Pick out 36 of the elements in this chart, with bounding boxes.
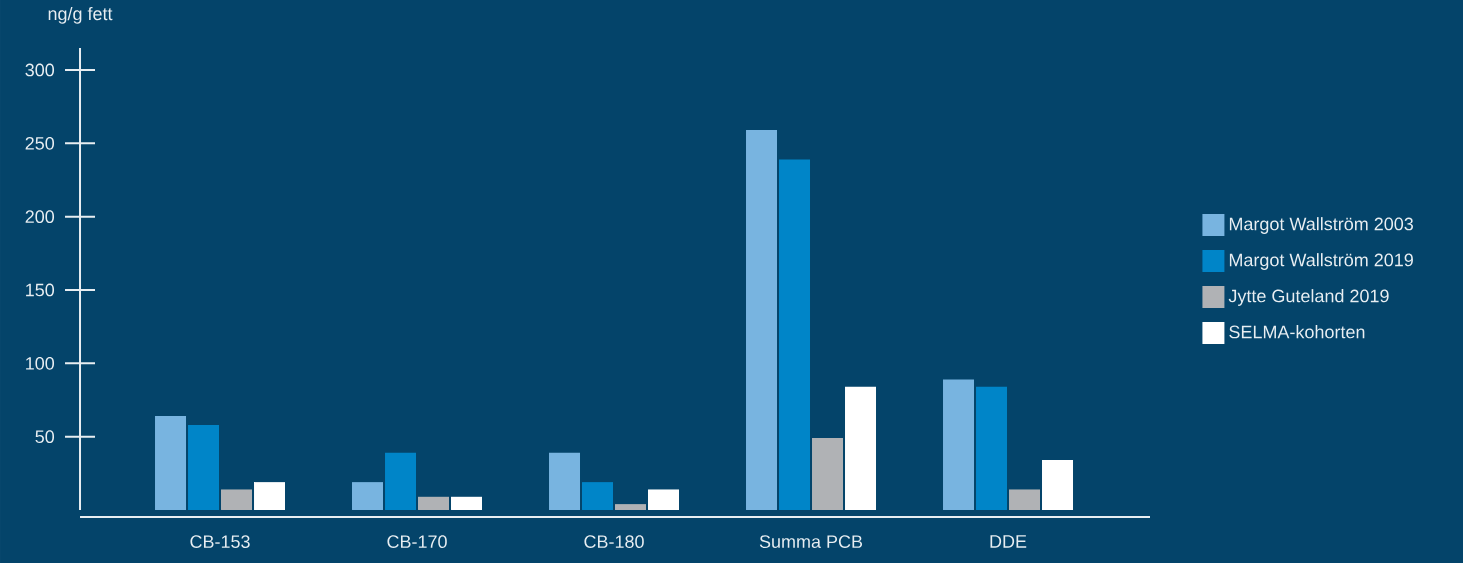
- bar: [615, 504, 647, 510]
- x-tick-label: DDE: [990, 535, 1027, 548]
- y-tick-label: 300: [25, 63, 55, 77]
- x-tick-label: CB-170: [387, 535, 447, 548]
- bar: [582, 482, 614, 510]
- legend-label: Margot Wallström 2003: [1229, 217, 1413, 234]
- bar: [352, 482, 384, 510]
- bar: [1042, 460, 1074, 510]
- bar: [779, 159, 811, 510]
- bar: [648, 489, 680, 510]
- bar: [188, 424, 220, 510]
- bar: [418, 496, 450, 510]
- bar: [385, 452, 417, 510]
- bar: [845, 386, 877, 510]
- y-tick-label: 150: [26, 283, 55, 297]
- bar: [155, 416, 187, 510]
- bar: [254, 482, 286, 510]
- legend-label: Margot Wallström 2019: [1229, 253, 1413, 270]
- y-tick-label: 100: [26, 356, 55, 370]
- x-tick-label: CB-153: [190, 535, 250, 548]
- bar: [549, 452, 581, 510]
- y-tick-label: 250: [25, 136, 55, 150]
- bar: [451, 496, 483, 510]
- y-tick-label: 50: [35, 430, 55, 444]
- bar: [746, 130, 778, 510]
- bar: [1009, 489, 1041, 510]
- x-tick-label: CB-180: [584, 535, 644, 548]
- bar: [221, 489, 253, 510]
- legend-label: Jytte Guteland 2019: [1228, 289, 1389, 306]
- y-axis-title: ng/g fett: [48, 6, 113, 24]
- bar: [812, 438, 844, 510]
- y-tick-label: 200: [25, 210, 55, 224]
- bar: [943, 379, 975, 510]
- legend-label: SELMA-kohorten: [1229, 325, 1365, 339]
- x-tick-label: Summa PCB: [759, 535, 863, 548]
- bar: [976, 386, 1008, 510]
